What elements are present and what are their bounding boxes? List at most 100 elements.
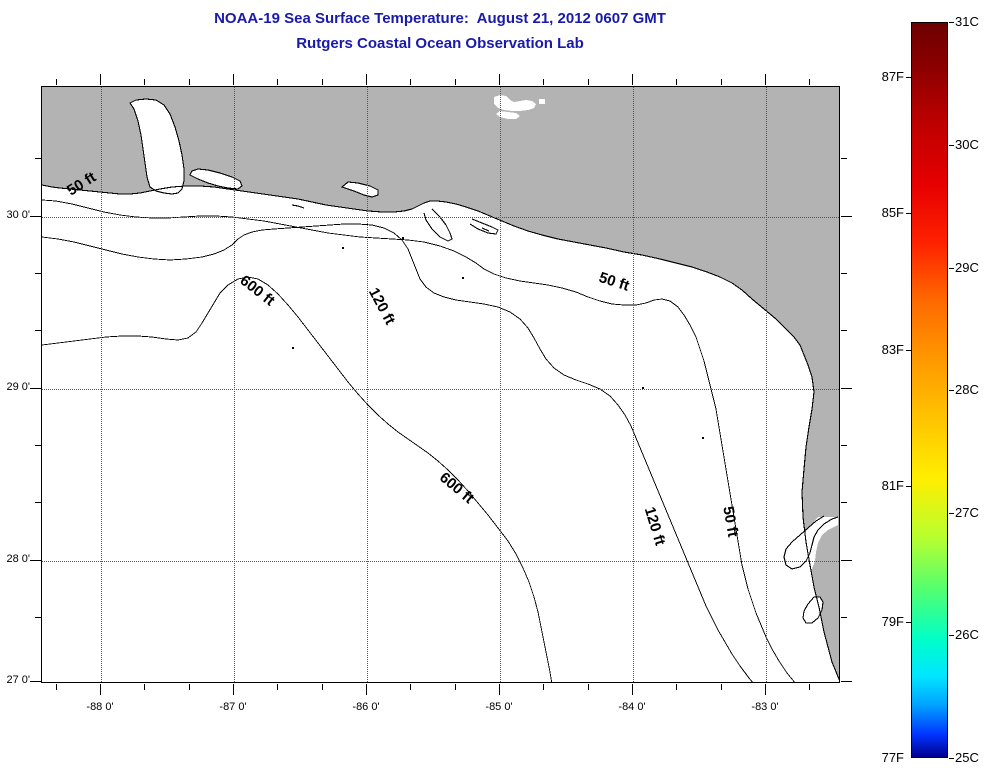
noise-pixels [292, 237, 704, 439]
colorbar-label-f: 79F [881, 614, 904, 629]
ytick-right-minor [841, 502, 847, 503]
xtick-top-minor [56, 79, 57, 85]
xtick-top-minor [721, 79, 722, 85]
colorbar[interactable] [911, 22, 948, 758]
colorbar-label-f: 81F [881, 478, 904, 493]
colorbar-tick-f [906, 350, 911, 351]
xtick-top-major [499, 74, 500, 85]
ytick-minor [35, 617, 41, 618]
xtick-minor [410, 684, 411, 690]
xtick-minor [189, 684, 190, 690]
xtick-top-major [366, 74, 367, 85]
colorbar-label-c: 30C [955, 137, 979, 152]
ytick-minor [35, 273, 41, 274]
xtick-top-major [100, 74, 101, 85]
colorbar-label-f: 87F [881, 69, 904, 84]
colorbar-label-c: 31C [955, 14, 979, 29]
title-block: NOAA-19 Sea Surface Temperature: August … [0, 6, 880, 56]
colorbar-label-c: 25C [955, 750, 979, 765]
colorbar-tick-c [949, 390, 954, 391]
xtick-top-minor [809, 79, 810, 85]
xtick-top-major [233, 74, 234, 85]
xtick-label: -83 0' [751, 701, 779, 713]
xtick-top-major [765, 74, 766, 85]
colorbar-tick-c [949, 145, 954, 146]
ytick-label: 29 0' [6, 381, 30, 393]
ytick-label: 30 0' [6, 209, 30, 221]
xtick-minor [809, 684, 810, 690]
ytick-label: 28 0' [6, 553, 30, 565]
ytick-major [30, 681, 41, 682]
ytick-label: 27 0' [6, 674, 30, 686]
ytick-major [30, 560, 41, 561]
colorbar-label-c: 28C [955, 382, 979, 397]
xtick-major [499, 684, 500, 695]
xtick-minor [676, 684, 677, 690]
ytick-minor [35, 445, 41, 446]
xtick-minor [144, 684, 145, 690]
contour-600ft [42, 276, 553, 682]
xtick-top-minor [277, 79, 278, 85]
sst-map-plot[interactable]: 50 ft 600 ft 120 ft 50 ft 600 ft 120 ft … [41, 86, 840, 683]
colorbar-label-f: 77F [881, 750, 904, 765]
ytick-minor [35, 502, 41, 503]
xtick-major [366, 684, 367, 695]
xtick-major [100, 684, 101, 695]
xtick-top-major [632, 74, 633, 85]
xtick-major [765, 684, 766, 695]
xtick-top-minor [588, 79, 589, 85]
xtick-label: -86 0' [352, 701, 380, 713]
xtick-label: -84 0' [618, 701, 646, 713]
xtick-minor [322, 684, 323, 690]
colorbar-tick-c [949, 758, 954, 759]
ytick-minor [35, 330, 41, 331]
colorbar-label-f: 85F [881, 205, 904, 220]
ytick-right-minor [841, 158, 847, 159]
colorbar-label-c: 27C [955, 505, 979, 520]
ytick-right-minor [841, 445, 847, 446]
xtick-minor [455, 684, 456, 690]
ytick-right-minor [841, 330, 847, 331]
xtick-major [233, 684, 234, 695]
ytick-right-minor [841, 617, 847, 618]
xtick-top-minor [410, 79, 411, 85]
coastline [42, 98, 839, 681]
xtick-minor [56, 684, 57, 690]
colorbar-tick-f [906, 77, 911, 78]
xtick-top-minor [543, 79, 544, 85]
ytick-right-major [841, 560, 852, 561]
ytick-right-major [841, 216, 852, 217]
xtick-top-minor [322, 79, 323, 85]
contour-50ft [42, 199, 795, 682]
ytick-major [30, 388, 41, 389]
ytick-right-minor [841, 273, 847, 274]
xtick-label: -88 0' [86, 701, 114, 713]
colorbar-tick-c [949, 268, 954, 269]
colorbar-gradient [911, 22, 948, 758]
colorbar-tick-c [949, 513, 954, 514]
xtick-minor [588, 684, 589, 690]
page-subtitle: Rutgers Coastal Ocean Observation Lab [296, 35, 584, 52]
colorbar-tick-c [949, 635, 954, 636]
xtick-minor [277, 684, 278, 690]
colorbar-tick-f [906, 622, 911, 623]
cloud-patch [494, 95, 545, 119]
ytick-right-major [841, 388, 852, 389]
xtick-top-minor [144, 79, 145, 85]
xtick-label: -87 0' [219, 701, 247, 713]
ytick-major [30, 216, 41, 217]
page-title: NOAA-19 Sea Surface Temperature: August … [214, 10, 666, 27]
colorbar-tick-f [906, 213, 911, 214]
ytick-right-major [841, 681, 852, 682]
xtick-top-minor [455, 79, 456, 85]
gridline-lat [42, 682, 839, 683]
xtick-major [632, 684, 633, 695]
colorbar-label-f: 83F [881, 342, 904, 357]
colorbar-tick-c [949, 22, 954, 23]
xtick-minor [543, 684, 544, 690]
xtick-minor [721, 684, 722, 690]
xtick-top-minor [676, 79, 677, 85]
xtick-top-minor [189, 79, 190, 85]
contour-120ft [42, 223, 753, 682]
ytick-minor [35, 158, 41, 159]
